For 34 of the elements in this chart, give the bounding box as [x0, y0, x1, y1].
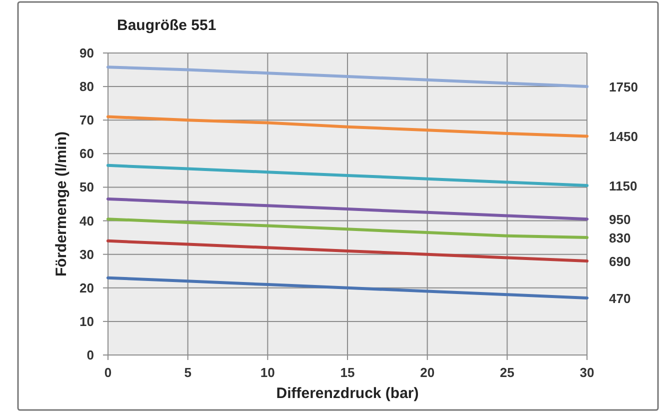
- x-tick-label: 0: [104, 365, 112, 380]
- line-series: [106, 66, 588, 88]
- line-series: [106, 218, 588, 240]
- line-series: [106, 164, 588, 188]
- series-label: 1750: [609, 80, 638, 95]
- line-series: [106, 239, 588, 263]
- series-label: 470: [609, 290, 631, 306]
- y-tick-label: 50: [80, 180, 94, 195]
- y-tick-label: 70: [80, 112, 94, 128]
- y-tick-label: 60: [80, 146, 94, 162]
- y-tick-label: 20: [80, 280, 94, 296]
- series-label: 690: [609, 254, 631, 270]
- y-tick-label: 30: [80, 246, 94, 262]
- y-tick-label: 90: [80, 46, 94, 60]
- x-tick-label: 5: [184, 365, 192, 380]
- series-label: 1450: [609, 129, 638, 144]
- y-tick-label: 40: [80, 213, 94, 228]
- series-label: 1150: [609, 178, 638, 194]
- line-series: [106, 197, 588, 221]
- line-series: [106, 115, 588, 138]
- x-tick-label: 10: [260, 365, 275, 380]
- x-axis-title: Differenzdruck (bar): [276, 385, 419, 402]
- x-tick-label: 30: [580, 365, 594, 380]
- series-label: 950: [609, 212, 631, 228]
- series-label: 830: [609, 230, 631, 246]
- y-tick-label: 80: [80, 79, 94, 94]
- line-series: [106, 276, 588, 300]
- y-tick-label: 0: [86, 348, 94, 362]
- x-tick-label: 20: [420, 365, 435, 380]
- y-axis-title: Fördermenge (l/min): [53, 131, 70, 277]
- x-tick-label: 25: [500, 365, 514, 380]
- x-tick-label: 15: [340, 365, 355, 380]
- chart-title: Baugröße 551: [117, 17, 216, 34]
- y-tick-label: 10: [80, 314, 94, 329]
